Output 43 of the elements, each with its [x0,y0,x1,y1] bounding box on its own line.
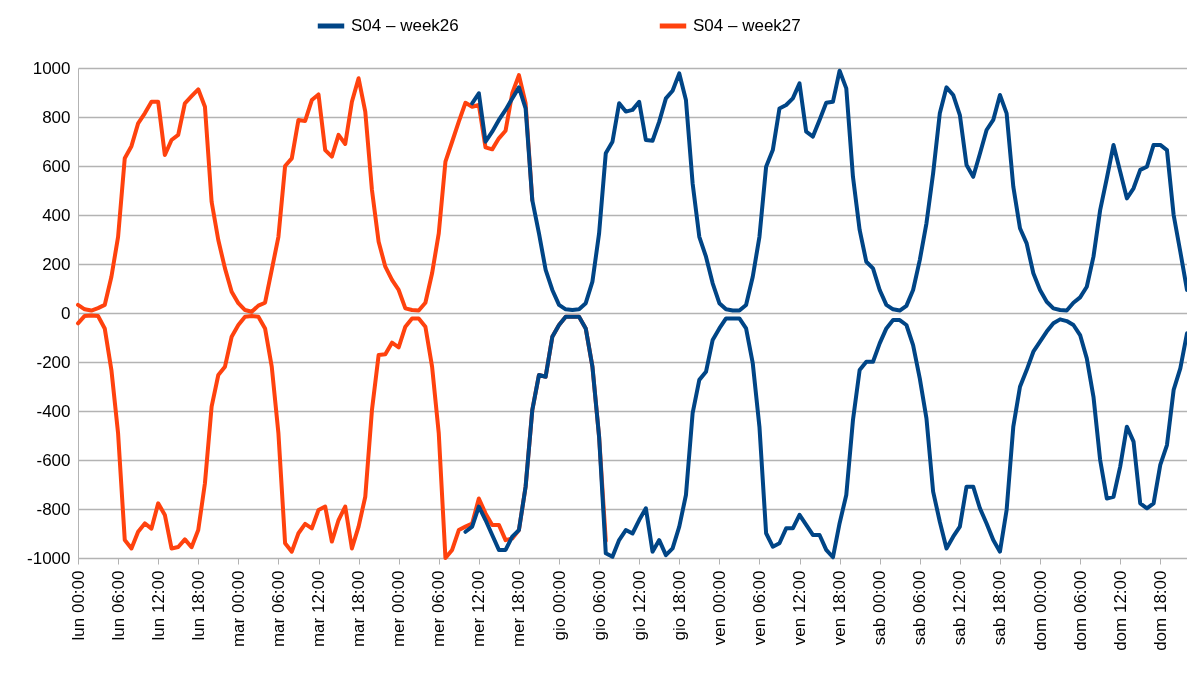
x-tick-label: lun 18:00 [188,570,208,641]
y-tick-label: -200 [36,352,71,372]
y-tick-label: -600 [36,450,71,470]
x-tick-label: mar 12:00 [309,570,329,648]
x-tick-label: sab 12:00 [950,570,970,646]
x-tick-label: ven 06:00 [749,570,769,646]
x-tick-label: ven 00:00 [709,570,729,646]
x-tick-label: ven 12:00 [790,570,810,646]
x-tick-label: sab 18:00 [990,570,1010,646]
legend-label: S04 – week27 [693,16,801,35]
x-tick-label: sab 06:00 [910,570,930,646]
x-tick-label: lun 06:00 [108,570,128,641]
x-tick-label: dom 00:00 [1030,570,1050,651]
x-tick-label: mer 06:00 [429,570,449,648]
line-series [463,314,1187,560]
x-tick-label: mer 00:00 [389,570,409,648]
y-tick-label: -1000 [27,548,71,568]
y-tick-label: 0 [61,303,71,323]
x-tick-label: gio 06:00 [589,570,609,641]
y-tick-label: 400 [42,205,71,225]
x-tick-label: mar 18:00 [349,570,369,648]
x-tick-label: gio 18:00 [669,570,689,641]
x-tick-label: mar 00:00 [228,570,248,648]
y-tick-label: 1000 [32,58,71,78]
x-tick-label: gio 00:00 [549,570,569,641]
y-tick-label: 600 [42,156,71,176]
x-tick-label: lun 12:00 [148,570,168,641]
y-tick-label: -800 [36,499,71,519]
y-tick-label: -400 [36,401,71,421]
x-tick-label: dom 06:00 [1070,570,1090,651]
x-tick-label: dom 18:00 [1150,570,1170,651]
legend-label: S04 – week26 [351,16,459,35]
x-tick-label: gio 12:00 [629,570,649,641]
x-tick-label: lun 00:00 [68,570,88,641]
y-tick-label: 200 [42,254,71,274]
x-tick-label: sab 00:00 [870,570,890,646]
x-tick-label: mer 18:00 [509,570,529,648]
x-tick-label: ven 18:00 [830,570,850,646]
line-series [470,68,1187,313]
y-tick-label: 800 [42,107,71,127]
x-tick-label: mer 12:00 [469,570,489,648]
x-tick-label: mar 06:00 [268,570,288,648]
x-tick-label: dom 12:00 [1110,570,1130,651]
